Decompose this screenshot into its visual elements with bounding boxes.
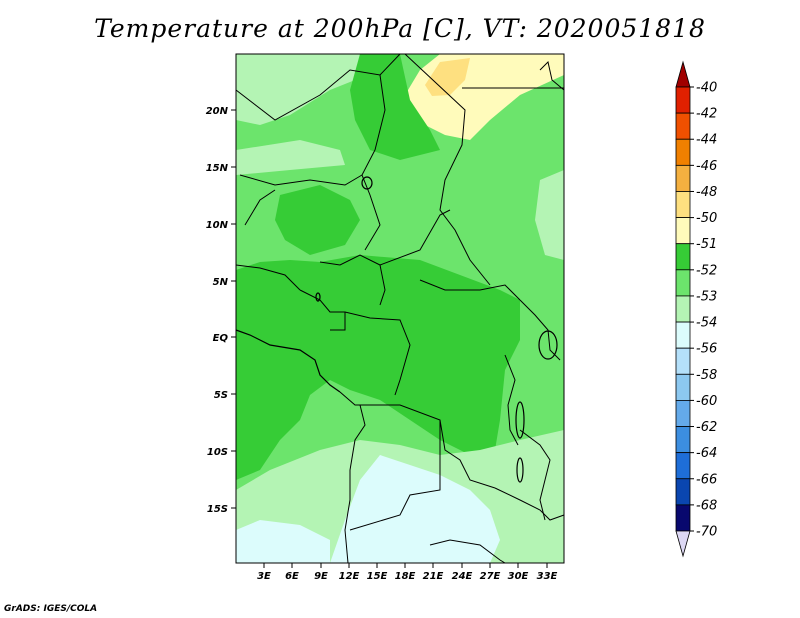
lon-label-9e: 9E [314, 571, 328, 582]
colorbar-swatch [676, 139, 690, 165]
lat-label-10n: 10N [206, 220, 229, 231]
lon-label-30e: 30E [508, 571, 529, 582]
colorbar-swatch [676, 479, 690, 505]
colorbar-label: -48 [696, 185, 717, 200]
lon-label-33e: 33E [537, 571, 558, 582]
colorbar-label: -56 [696, 342, 717, 357]
colorbar-swatch [676, 453, 690, 479]
colorbar-top-triangle [676, 62, 690, 87]
latitude-axis: 20N 15N 10N 5N EQ 5S 10S 15S [206, 106, 236, 515]
colorbar-label: -40 [696, 81, 717, 96]
colorbar-label: -58 [696, 368, 717, 383]
colorbar-swatch [676, 296, 690, 322]
colorbar-swatch [676, 165, 690, 191]
colorbar-label: -53 [696, 289, 717, 304]
colorbar-swatch [676, 400, 690, 426]
colorbar-swatch [676, 191, 690, 217]
lon-label-21e: 21E [423, 571, 444, 582]
colorbar-label: -66 [696, 472, 717, 487]
colorbar-swatch [676, 348, 690, 374]
map-figure: 20N 15N 10N 5N EQ 5S 10S 15S 3E 6E 9E 12… [0, 0, 800, 618]
lat-label-eq: EQ [213, 333, 229, 344]
colorbar-swatch [676, 218, 690, 244]
colorbar-label: -70 [696, 525, 717, 540]
lat-label-15n: 15N [206, 163, 229, 174]
lon-label-24e: 24E [452, 571, 473, 582]
colorbar-label: -60 [696, 394, 717, 409]
colorbar-label: -54 [696, 316, 717, 331]
lon-label-3e: 3E [257, 571, 271, 582]
colorbar-label: -64 [696, 446, 717, 461]
lat-label-10s: 10S [207, 447, 228, 458]
colorbar-label: -42 [696, 107, 717, 122]
colorbar-swatch [676, 427, 690, 453]
colorbar-label: -52 [696, 263, 717, 278]
colorbar-label: -50 [696, 211, 717, 226]
credit-label: GrADS: IGES/COLA [4, 604, 97, 614]
lon-label-27e: 27E [480, 571, 501, 582]
colorbar-label: -62 [696, 420, 717, 435]
colorbar-swatch [676, 244, 690, 270]
lat-label-20n: 20N [206, 106, 229, 117]
colorbar-bottom-triangle [676, 531, 690, 556]
colorbar-label: -44 [696, 133, 717, 148]
colorbar-swatch [676, 374, 690, 400]
colorbar-swatch [676, 322, 690, 348]
lat-label-15s: 15S [207, 504, 228, 515]
longitude-axis: 3E 6E 9E 12E 15E 18E 21E 24E 27E 30E 33E [257, 563, 557, 582]
lat-label-5n: 5N [213, 277, 229, 288]
colorbar-swatch [676, 505, 690, 531]
colorbar-swatch [676, 113, 690, 139]
colorbar-swatch [676, 87, 690, 113]
colorbar-label: -46 [696, 159, 717, 174]
lon-label-18e: 18E [395, 571, 416, 582]
colorbar-label: -68 [696, 498, 717, 513]
colorbar-label: -51 [696, 237, 717, 252]
colorbar: -40 -42 -44 -46 -48 -50 -51 -52 -53 -54 -56 -58 -60 -… [676, 62, 717, 556]
lon-label-15e: 15E [367, 571, 388, 582]
lat-label-5s: 5S [214, 390, 228, 401]
temperature-field [236, 54, 564, 563]
colorbar-swatch [676, 270, 690, 296]
lon-label-12e: 12E [339, 571, 360, 582]
lon-label-6e: 6E [285, 571, 299, 582]
